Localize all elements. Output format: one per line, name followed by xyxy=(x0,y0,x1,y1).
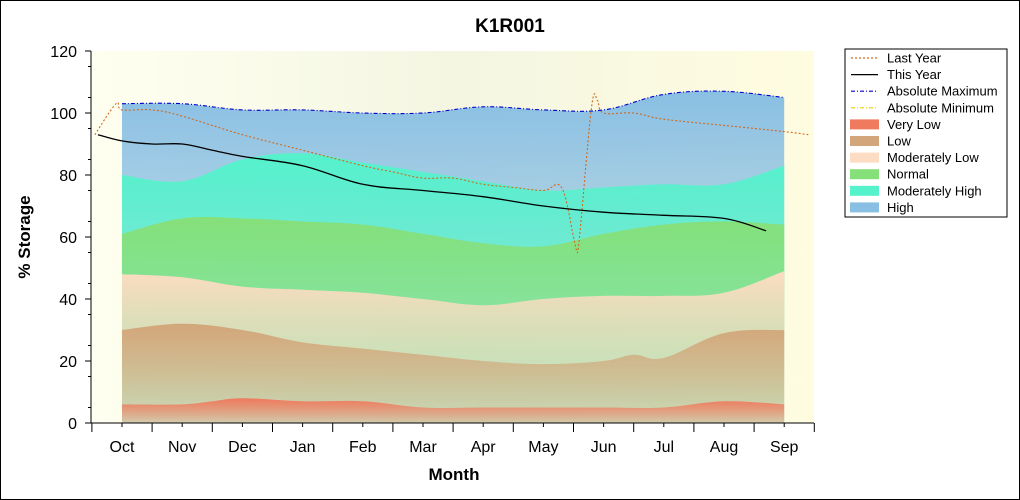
y-tick-label: 40 xyxy=(59,292,77,309)
x-tick-label: Jun xyxy=(591,439,617,456)
x-tick-label: Nov xyxy=(168,439,196,456)
x-tick-label: Dec xyxy=(228,439,256,456)
legend-label-very-low: Very Low xyxy=(887,117,941,132)
legend-label-absolute-maximum: Absolute Maximum xyxy=(887,84,998,99)
legend-swatch-moderately-low xyxy=(850,152,879,163)
y-tick-label: 0 xyxy=(68,416,77,433)
y-tick-label: 20 xyxy=(59,354,77,371)
x-tick-label: Oct xyxy=(110,439,135,456)
legend-swatch-high xyxy=(850,202,879,213)
x-tick-label: Aug xyxy=(710,439,738,456)
legend-label-this-year: This Year xyxy=(887,67,942,82)
x-tick-label: Mar xyxy=(409,439,437,456)
y-tick-label: 120 xyxy=(50,44,77,61)
legend-swatch-low xyxy=(850,136,879,146)
chart-title: K1R001 xyxy=(475,16,545,37)
legend-swatch-normal xyxy=(850,169,879,180)
series-last-year-line xyxy=(94,93,809,254)
lines-layer xyxy=(94,90,809,254)
y-tick-label: 80 xyxy=(59,168,77,185)
x-tick-label: Jul xyxy=(654,439,674,456)
band-low xyxy=(122,323,785,423)
legend-box xyxy=(844,48,1008,218)
x-tick-label: Apr xyxy=(471,439,497,456)
x-tick-label: Sep xyxy=(770,439,799,456)
legend-label-last-year: Last Year xyxy=(887,51,942,66)
x-tick-label: Feb xyxy=(349,439,377,456)
legend-label-absolute-minimum: Absolute Minimum xyxy=(887,100,994,115)
legend-swatch-very-low xyxy=(850,119,879,130)
legend-swatch-moderately-high xyxy=(850,185,879,196)
y-axis-title: % Storage xyxy=(15,195,34,278)
x-tick-label: May xyxy=(528,439,558,456)
legend-label-high: High xyxy=(887,200,914,215)
legend-label-moderately-low: Moderately Low xyxy=(887,150,979,165)
legend-label-low: Low xyxy=(887,134,911,149)
x-axis-title: Month xyxy=(429,465,480,484)
series-this-year-line xyxy=(97,134,767,232)
series-absolute-maximum-line xyxy=(121,90,785,115)
x-tick-label: Jan xyxy=(290,439,316,456)
y-tick-label: 100 xyxy=(50,106,77,123)
y-tick-label: 60 xyxy=(59,230,77,247)
axes-layer: 0 20 40 60 80 100 120 Oct Nov Dec Jan Feb Mar Apr May J… xyxy=(50,44,815,456)
bands-layer xyxy=(122,91,785,423)
band-very-low xyxy=(122,398,785,423)
legend-label-normal: Normal xyxy=(887,167,929,182)
legend-label-moderately-high: Moderately High xyxy=(887,183,982,198)
